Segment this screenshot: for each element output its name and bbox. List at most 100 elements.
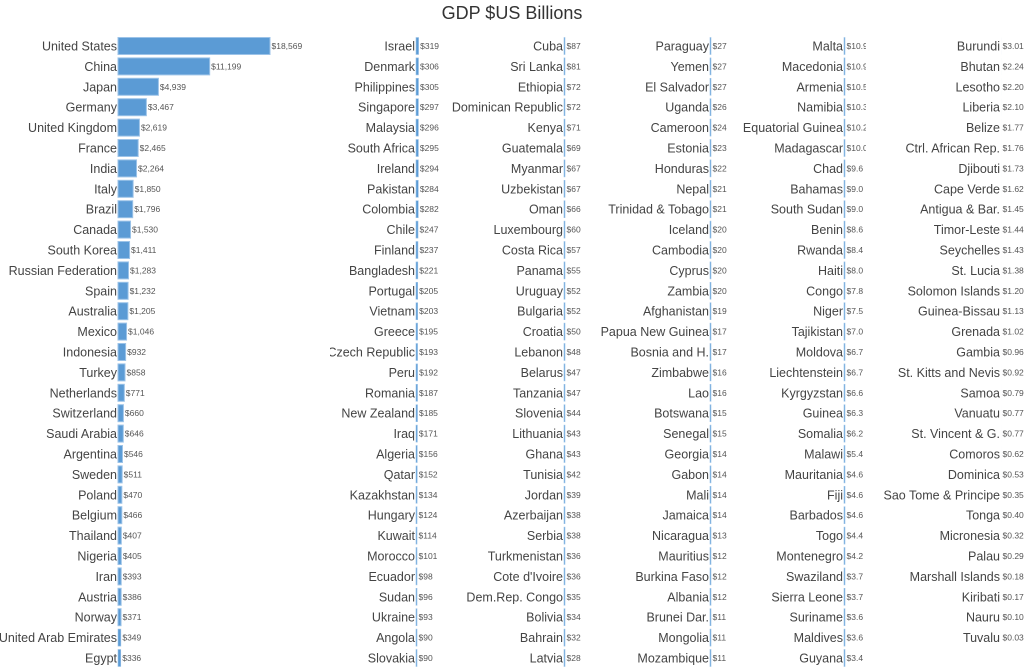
bar[interactable] (709, 281, 712, 300)
bar[interactable] (843, 465, 846, 484)
bar[interactable] (415, 608, 418, 627)
bar[interactable] (117, 139, 139, 157)
bar[interactable] (709, 322, 712, 341)
bar[interactable] (563, 200, 566, 218)
bar[interactable] (117, 547, 122, 565)
bar[interactable] (117, 118, 140, 137)
bar[interactable] (563, 526, 566, 545)
bar[interactable] (563, 118, 566, 137)
bar[interactable] (563, 424, 566, 443)
bar[interactable] (563, 322, 566, 341)
bar[interactable] (415, 445, 418, 463)
bar[interactable] (117, 485, 123, 504)
bar[interactable] (563, 465, 566, 484)
bar[interactable] (843, 547, 846, 565)
bar[interactable] (117, 445, 123, 463)
bar[interactable] (415, 78, 419, 96)
bar[interactable] (563, 383, 566, 402)
bar[interactable] (415, 363, 418, 382)
bar[interactable] (415, 506, 418, 525)
bar[interactable] (843, 241, 846, 259)
bar[interactable] (563, 281, 566, 300)
bar[interactable] (415, 567, 418, 586)
bar[interactable] (415, 343, 418, 361)
bar[interactable] (117, 57, 211, 76)
bar[interactable] (843, 159, 846, 178)
bar[interactable] (843, 424, 846, 443)
bar[interactable] (117, 383, 125, 402)
bar[interactable] (563, 241, 566, 259)
bar[interactable] (709, 37, 712, 55)
bar[interactable] (709, 78, 712, 96)
bar[interactable] (709, 404, 712, 423)
bar[interactable] (843, 628, 846, 647)
bar[interactable] (709, 424, 712, 443)
bar[interactable] (709, 485, 712, 504)
bar[interactable] (415, 383, 418, 402)
bar[interactable] (709, 57, 712, 76)
bar[interactable] (563, 567, 566, 586)
bar[interactable] (117, 98, 147, 117)
bar[interactable] (415, 322, 418, 341)
bar[interactable] (415, 57, 419, 76)
bar[interactable] (415, 485, 418, 504)
bar[interactable] (117, 363, 126, 382)
bar[interactable] (117, 608, 122, 627)
bar[interactable] (415, 180, 419, 198)
bar[interactable] (709, 261, 712, 280)
bar[interactable] (563, 404, 566, 423)
bar[interactable] (415, 587, 418, 606)
bar[interactable] (563, 78, 566, 96)
bar[interactable] (117, 322, 128, 341)
bar[interactable] (117, 179, 134, 198)
bar[interactable] (709, 302, 712, 321)
bar[interactable] (563, 302, 566, 321)
bar[interactable] (117, 526, 122, 545)
bar[interactable] (843, 281, 846, 300)
bar[interactable] (117, 281, 129, 300)
bar[interactable] (843, 506, 846, 525)
bar[interactable] (843, 180, 846, 198)
bar[interactable] (843, 363, 846, 382)
bar[interactable] (843, 302, 846, 321)
bar[interactable] (843, 404, 846, 423)
bar[interactable] (117, 302, 129, 321)
bar[interactable] (843, 220, 846, 239)
bar[interactable] (415, 261, 419, 280)
bar[interactable] (709, 506, 712, 525)
bar[interactable] (415, 281, 418, 300)
bar[interactable] (843, 322, 846, 341)
bar[interactable] (563, 159, 566, 178)
bar[interactable] (843, 608, 846, 627)
bar[interactable] (117, 404, 124, 423)
bar[interactable] (563, 506, 566, 525)
bar[interactable] (117, 424, 124, 443)
bar[interactable] (415, 404, 418, 423)
bar[interactable] (415, 220, 419, 239)
bar[interactable] (117, 506, 123, 525)
bar[interactable] (843, 200, 846, 218)
bar[interactable] (709, 383, 712, 402)
bar[interactable] (415, 159, 419, 178)
bar[interactable] (415, 139, 419, 157)
bar[interactable] (563, 139, 566, 157)
bar[interactable] (415, 302, 418, 321)
bar[interactable] (415, 547, 418, 565)
bar[interactable] (563, 37, 566, 55)
bar[interactable] (709, 608, 712, 627)
bar[interactable] (563, 343, 566, 361)
bar[interactable] (563, 220, 566, 239)
bar[interactable] (415, 98, 419, 116)
bar[interactable] (563, 608, 566, 627)
bar[interactable] (843, 526, 846, 545)
bar[interactable] (117, 241, 131, 259)
bar[interactable] (709, 98, 712, 116)
bar[interactable] (415, 526, 418, 545)
bar[interactable] (843, 383, 846, 402)
bar[interactable] (415, 649, 418, 667)
bar[interactable] (843, 343, 846, 361)
bar[interactable] (117, 567, 122, 586)
bar[interactable] (563, 628, 566, 647)
bar[interactable] (415, 200, 419, 218)
bar[interactable] (709, 587, 712, 606)
